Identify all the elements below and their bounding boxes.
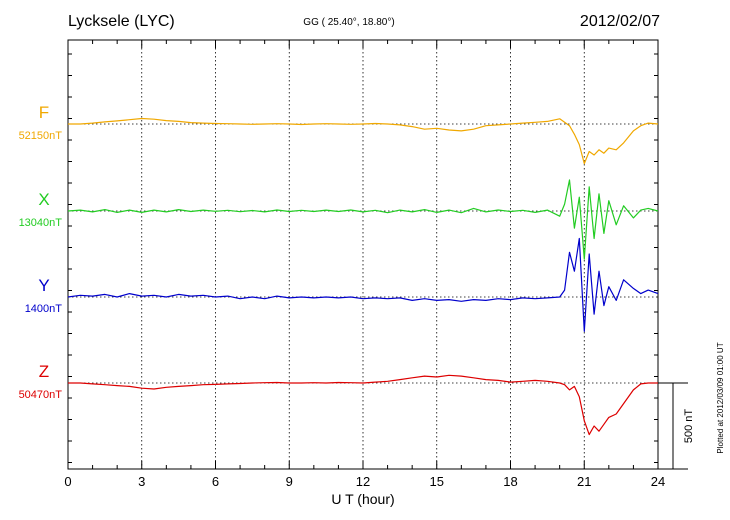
station-title: Lycksele (LYC) bbox=[68, 13, 175, 30]
x-tick-label: 9 bbox=[286, 474, 293, 489]
series-line-z bbox=[68, 374, 658, 436]
series-line-x bbox=[67, 179, 659, 260]
tick-layer bbox=[67, 40, 659, 469]
x-axis-label: U T (hour) bbox=[331, 491, 394, 507]
scale-bar: 500 nT bbox=[658, 382, 695, 470]
series-baseline-z: 50470nT bbox=[19, 389, 63, 401]
series-layer bbox=[67, 117, 659, 436]
x-tick-label: 6 bbox=[212, 474, 219, 489]
plotted-at-label: Plotted at 2012/03/09 01:00 UT bbox=[716, 342, 725, 453]
series-name-x: X bbox=[38, 190, 49, 209]
series-name-f: F bbox=[39, 103, 49, 122]
x-tick-label: 15 bbox=[430, 474, 444, 489]
series-baseline-f: 52150nT bbox=[19, 130, 63, 142]
grid-layer bbox=[68, 40, 658, 469]
series-line-f bbox=[68, 117, 659, 165]
x-tick-label: 0 bbox=[64, 474, 71, 489]
x-tick-label: 24 bbox=[651, 474, 665, 489]
series-name-z: Z bbox=[39, 362, 49, 381]
scale-bar-label: 500 nT bbox=[683, 409, 695, 444]
x-tick-label: 3 bbox=[138, 474, 145, 489]
coords-label: GG ( 25.40°, 18.80°) bbox=[303, 17, 394, 28]
series-line-y bbox=[67, 237, 659, 332]
x-tick-label: 18 bbox=[503, 474, 517, 489]
x-tick-label: 21 bbox=[577, 474, 591, 489]
date-label: 2012/02/07 bbox=[580, 13, 660, 30]
series-baseline-x: 13040nT bbox=[19, 217, 63, 229]
label-layer: 0 3 6 9 12 15 18 21 24 F 52150nT X 13040nT Y 1400nT Z 50… bbox=[19, 103, 666, 489]
series-baseline-y: 1400nT bbox=[25, 303, 63, 315]
series-name-y: Y bbox=[38, 276, 49, 295]
x-tick-label: 12 bbox=[356, 474, 370, 489]
